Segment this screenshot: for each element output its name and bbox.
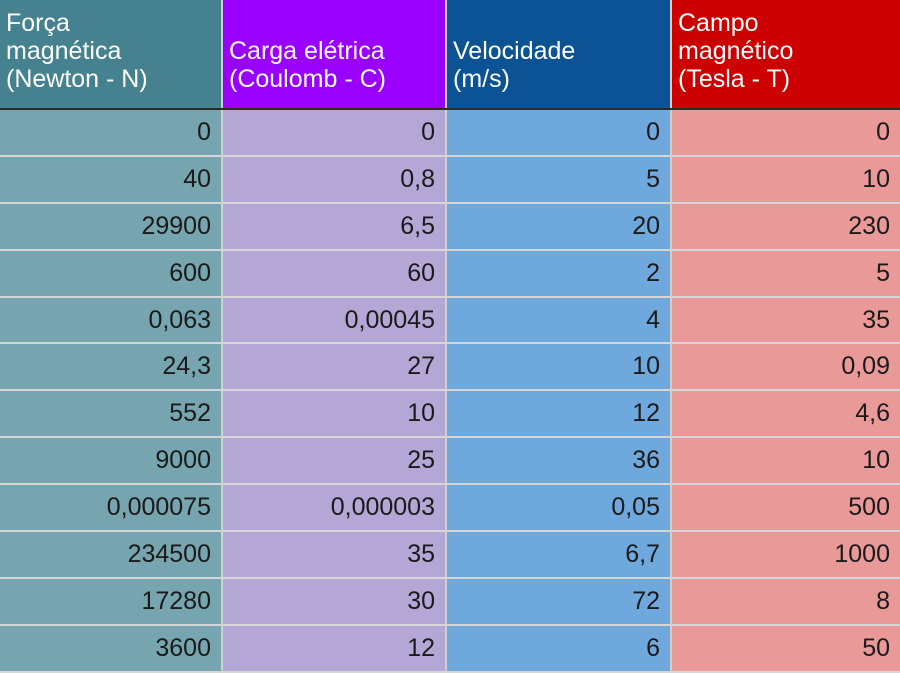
- table-row: 17280 30 72 8: [0, 578, 900, 626]
- cell-carga[interactable]: 35: [223, 532, 447, 579]
- cell-velocidade[interactable]: 12: [447, 391, 672, 439]
- cell-carga[interactable]: 25: [223, 438, 447, 486]
- cell-velocidade[interactable]: 20: [447, 203, 672, 251]
- cell-forca[interactable]: 0,063: [0, 297, 223, 345]
- cell-campo[interactable]: 10: [672, 438, 900, 486]
- cell-velocidade[interactable]: 0,05: [447, 485, 672, 533]
- cell-carga[interactable]: 0,00045: [223, 297, 447, 345]
- cell-velocidade[interactable]: 10: [447, 344, 672, 392]
- header-label: Velocidade (m/s): [453, 37, 576, 93]
- cell-forca[interactable]: 29900: [0, 203, 223, 251]
- table-row: 0,063 0,00045 4 35: [0, 297, 900, 345]
- cell-forca[interactable]: 24,3: [0, 344, 223, 392]
- header-label: Força magnética (Newton - N): [6, 9, 148, 93]
- cell-campo[interactable]: 50: [672, 625, 900, 673]
- cell-forca[interactable]: 552: [0, 391, 223, 439]
- cell-carga[interactable]: 0: [223, 110, 447, 157]
- header-row: Força magnética (Newton - N) Carga elétr…: [0, 0, 900, 110]
- cell-carga[interactable]: 27: [223, 344, 447, 392]
- cell-forca[interactable]: 17280: [0, 578, 223, 626]
- header-forca-magnetica[interactable]: Força magnética (Newton - N): [0, 0, 223, 108]
- cell-velocidade[interactable]: 6,7: [447, 532, 672, 579]
- header-velocidade[interactable]: Velocidade (m/s): [447, 0, 672, 108]
- cell-carga[interactable]: 12: [223, 625, 447, 673]
- cell-velocidade[interactable]: 5: [447, 156, 672, 204]
- cell-campo[interactable]: 10: [672, 156, 900, 204]
- cell-campo[interactable]: 35: [672, 297, 900, 345]
- header-carga-eletrica[interactable]: Carga elétrica (Coulomb - C): [223, 0, 447, 108]
- cell-carga[interactable]: 60: [223, 250, 447, 298]
- cell-campo[interactable]: 230: [672, 203, 900, 251]
- cell-forca[interactable]: 234500: [0, 532, 223, 579]
- header-label: Carga elétrica (Coulomb - C): [229, 37, 386, 93]
- cell-campo[interactable]: 0: [672, 110, 900, 157]
- cell-campo[interactable]: 5: [672, 250, 900, 298]
- table-row: 0,000075 0,000003 0,05 500: [0, 485, 900, 533]
- header-campo-magnetico[interactable]: Campo magnético (Tesla - T): [672, 0, 900, 108]
- cell-campo[interactable]: 500: [672, 485, 900, 533]
- table-row: 600 60 2 5: [0, 250, 900, 298]
- table-row: 40 0,8 5 10: [0, 156, 900, 204]
- cell-carga[interactable]: 30: [223, 578, 447, 626]
- cell-forca[interactable]: 0,000075: [0, 485, 223, 533]
- cell-forca[interactable]: 600: [0, 250, 223, 298]
- cell-velocidade[interactable]: 2: [447, 250, 672, 298]
- cell-campo[interactable]: 1000: [672, 532, 900, 579]
- table-row: 24,3 27 10 0,09: [0, 344, 900, 392]
- table-row: 3600 12 6 50: [0, 625, 900, 673]
- cell-forca[interactable]: 9000: [0, 438, 223, 486]
- table-row: 234500 35 6,7 1000: [0, 532, 900, 579]
- cell-velocidade[interactable]: 36: [447, 438, 672, 486]
- cell-velocidade[interactable]: 0: [447, 110, 672, 157]
- header-label: Campo magnético (Tesla - T): [678, 9, 794, 93]
- cell-campo[interactable]: 8: [672, 578, 900, 626]
- cell-velocidade[interactable]: 72: [447, 578, 672, 626]
- table-row: 552 10 12 4,6: [0, 391, 900, 439]
- cell-carga[interactable]: 10: [223, 391, 447, 439]
- cell-campo[interactable]: 0,09: [672, 344, 900, 392]
- cell-forca[interactable]: 40: [0, 156, 223, 204]
- table-row: 0 0 0 0: [0, 110, 900, 157]
- cell-velocidade[interactable]: 4: [447, 297, 672, 345]
- cell-forca[interactable]: 3600: [0, 625, 223, 673]
- cell-campo[interactable]: 4,6: [672, 391, 900, 439]
- cell-carga[interactable]: 6,5: [223, 203, 447, 251]
- table-row: 9000 25 36 10: [0, 438, 900, 486]
- table-row: 29900 6,5 20 230: [0, 203, 900, 251]
- cell-velocidade[interactable]: 6: [447, 625, 672, 673]
- table-body: 0 0 0 0 40 0,8 5 10 29900 6,5 20 230 600…: [0, 110, 900, 673]
- cell-carga[interactable]: 0,000003: [223, 485, 447, 533]
- cell-carga[interactable]: 0,8: [223, 156, 447, 204]
- cell-forca[interactable]: 0: [0, 110, 223, 157]
